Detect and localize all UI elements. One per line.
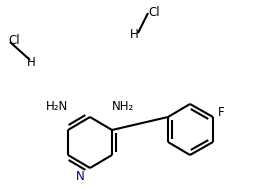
Text: H₂N: H₂N	[46, 100, 68, 113]
Text: H: H	[27, 56, 36, 68]
Text: Cl: Cl	[148, 5, 160, 19]
Text: F: F	[218, 105, 225, 119]
Text: H: H	[130, 29, 139, 42]
Text: NH₂: NH₂	[112, 100, 134, 113]
Text: Cl: Cl	[8, 33, 20, 46]
Text: N: N	[76, 170, 85, 183]
